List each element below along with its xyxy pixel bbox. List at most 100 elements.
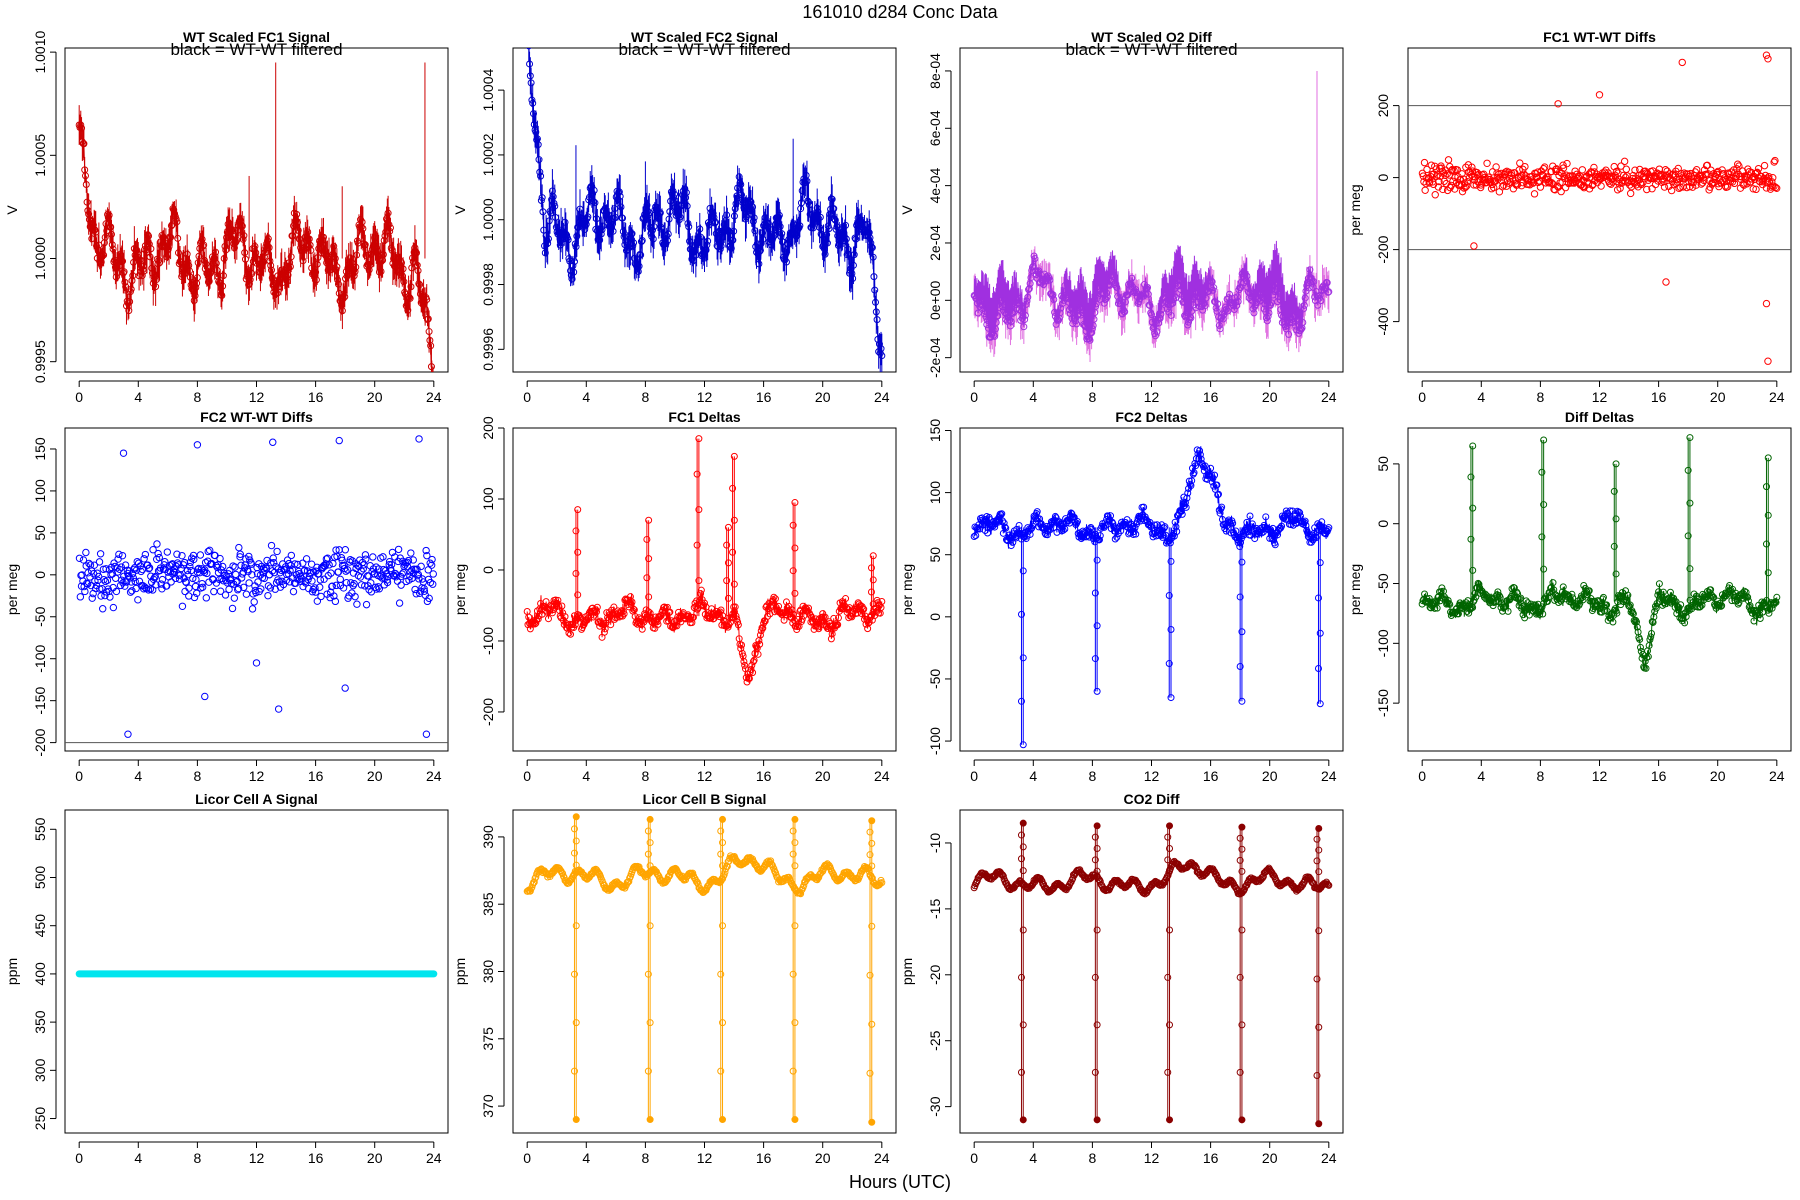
y-tick-label: 2e-04 (927, 225, 943, 261)
panel-title: WT Scaled O2 Diff (1091, 29, 1212, 45)
series-point (542, 598, 550, 606)
scatter-point (1686, 169, 1695, 178)
series-point (663, 232, 671, 240)
series-point (1211, 471, 1219, 479)
x-tick-label: 0 (523, 768, 531, 784)
series-point (697, 251, 705, 259)
series-point (1177, 507, 1185, 515)
series-point (1031, 255, 1039, 263)
scatter-point (248, 571, 256, 579)
series-point (100, 251, 108, 259)
series-point (241, 249, 249, 257)
series-point (747, 198, 755, 206)
x-tick-label: 0 (970, 768, 978, 784)
scatter-point (1589, 180, 1597, 188)
series-point (416, 281, 424, 289)
series-point (1144, 290, 1152, 298)
scatter-point (1559, 164, 1568, 172)
series-point (525, 27, 531, 33)
plot-marks (75, 62, 435, 372)
series-point (731, 205, 739, 213)
series-point (776, 223, 784, 231)
series-point (1262, 513, 1270, 521)
series-point (1301, 517, 1309, 525)
y-tick-label: 200 (480, 416, 496, 440)
series-point (361, 241, 369, 249)
series-point (984, 316, 992, 324)
series-point (383, 217, 391, 225)
x-tick-label: 20 (367, 389, 383, 405)
scatter-point (245, 579, 253, 587)
scatter-point (1620, 157, 1629, 166)
series-point (637, 238, 645, 246)
series-point (798, 187, 806, 195)
scatter-point (308, 577, 316, 585)
series-point (1161, 289, 1169, 297)
series-point (380, 237, 388, 245)
scatter-point (96, 585, 104, 593)
series-point (205, 277, 213, 285)
series-point (293, 210, 301, 218)
x-tick-label: 16 (756, 389, 772, 405)
x-tick-label: 0 (970, 389, 978, 405)
series-point (1274, 531, 1282, 539)
series-point (562, 230, 570, 238)
series-point (137, 257, 145, 265)
scatter-point (1556, 168, 1564, 176)
series-point (1210, 284, 1218, 292)
series-point (1214, 490, 1222, 498)
series-point (676, 213, 684, 221)
series-point (404, 306, 412, 314)
series-point (874, 335, 882, 343)
series-point (564, 236, 572, 244)
series-point (638, 236, 646, 244)
spike-point (1091, 589, 1099, 597)
series-point (1059, 526, 1067, 534)
series-point (878, 598, 886, 606)
spike-point (645, 516, 653, 524)
series-point (220, 255, 228, 263)
series-point (358, 218, 366, 226)
scatter-point (1582, 172, 1591, 180)
x-tick-label: 8 (193, 389, 201, 405)
scatter-point (267, 559, 275, 567)
series-point (407, 283, 415, 291)
series-point (237, 218, 245, 226)
series-line (973, 240, 1330, 341)
series-point (834, 621, 842, 629)
scatter-point (228, 604, 237, 613)
scatter-point (397, 581, 405, 589)
series-point (1258, 289, 1266, 297)
series-point (302, 236, 310, 244)
series-point (121, 278, 129, 286)
series-point (685, 223, 693, 231)
series-point (88, 235, 96, 243)
series-point (211, 255, 219, 263)
series-point (825, 225, 833, 233)
series-point (552, 213, 560, 221)
series-point (1111, 535, 1119, 543)
x-tick-label: 20 (1262, 389, 1278, 405)
x-tick-label: 12 (1144, 389, 1160, 405)
series-point (148, 264, 156, 272)
series-point (229, 227, 237, 235)
scatter-point (422, 546, 430, 555)
scatter-point (300, 567, 308, 575)
scatter-point (387, 560, 396, 569)
x-tick-label: 20 (815, 389, 831, 405)
scatter-point (1468, 163, 1476, 171)
series-point (264, 235, 272, 243)
panel-title: FC2 Deltas (1115, 409, 1188, 425)
series-point (414, 267, 422, 275)
scatter-point (245, 552, 253, 561)
scatter-point (91, 577, 99, 585)
scatter-point (177, 564, 185, 573)
scatter-point (384, 572, 393, 581)
scatter-point (232, 570, 240, 579)
series-point (100, 239, 108, 247)
y-tick-label: -150 (32, 686, 48, 714)
series-point (697, 233, 705, 241)
series-point (87, 217, 95, 225)
series-point (234, 226, 242, 234)
